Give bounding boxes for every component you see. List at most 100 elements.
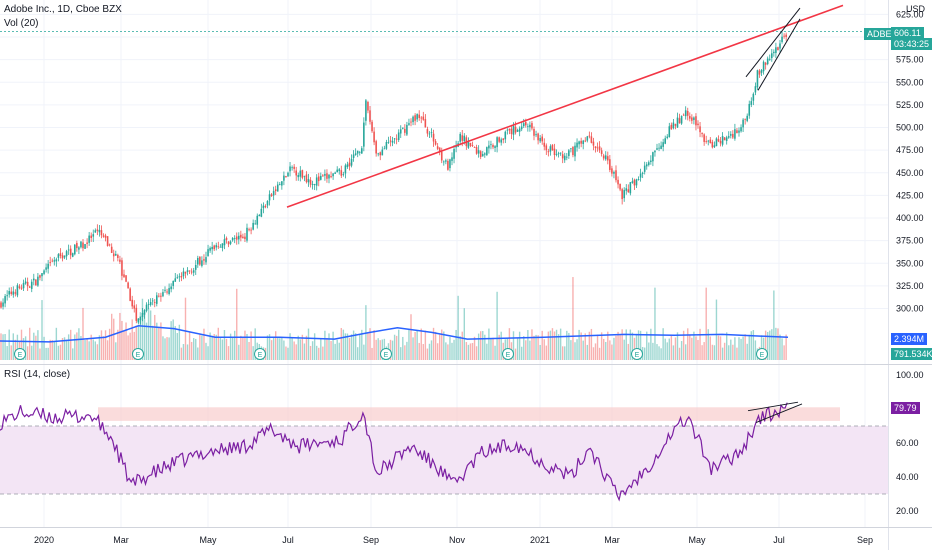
volume-bar (221, 339, 224, 360)
candle-body (397, 132, 400, 140)
candle-body (285, 176, 287, 178)
volume-bar (697, 340, 699, 360)
candle-body (572, 146, 574, 156)
candle-body (119, 259, 121, 262)
candle-body (24, 281, 27, 284)
candle-body (658, 147, 660, 149)
volume-bar (428, 343, 431, 360)
candle-body (233, 238, 236, 239)
candle-body (92, 234, 95, 237)
candle-body (203, 259, 205, 261)
candle-body (369, 110, 371, 122)
candle-body (717, 139, 720, 142)
volume-bar (10, 345, 12, 360)
volume-bar (346, 333, 349, 360)
volume-bar (193, 338, 195, 360)
volume-bar (676, 332, 679, 360)
candle-body (270, 194, 273, 197)
candle-body (447, 160, 449, 170)
candle-body (6, 295, 8, 297)
candle-body (535, 134, 537, 136)
candle-body (57, 254, 60, 258)
candle-body (434, 141, 437, 145)
volume-bar (748, 334, 750, 360)
candle-body (744, 118, 746, 120)
candle-body (758, 70, 761, 75)
volume-bar (248, 342, 250, 360)
volume-bar (469, 343, 472, 360)
candle-body (151, 300, 154, 302)
candle-body (381, 149, 384, 156)
volume-bar (229, 333, 232, 360)
volume-bar (734, 337, 736, 360)
volume-bar (33, 332, 35, 360)
candle-body (276, 184, 279, 192)
volume-bar (564, 346, 566, 360)
volume-bar (773, 290, 775, 360)
candle-body (680, 116, 683, 124)
volume-bar (451, 342, 453, 360)
volume-bar (703, 342, 705, 360)
candle-body (12, 291, 15, 295)
rsi-tag: 79.79 (891, 402, 920, 414)
earnings-marker (254, 348, 266, 360)
ticker-tag: ADBE (864, 28, 895, 40)
volume-bar (59, 344, 62, 360)
time-tick-label: 2020 (34, 535, 54, 545)
volume-bar (375, 339, 377, 360)
candle-body (613, 171, 615, 174)
volume-bar (754, 340, 757, 360)
candle-body (207, 249, 209, 257)
volume-bar (508, 328, 511, 360)
symbol-title[interactable]: Adobe Inc., 1D, Cboe BZX (4, 4, 122, 15)
price-tick-label: 300.00 (896, 304, 924, 314)
candle-body (266, 201, 269, 206)
candle-body (260, 208, 263, 217)
volume-bar (24, 336, 27, 360)
volume-bar (361, 329, 363, 360)
candle-body (186, 270, 189, 272)
candle-body (529, 124, 531, 128)
candle-body (602, 155, 605, 159)
candle-body (414, 115, 416, 121)
earnings-marker (380, 348, 392, 360)
candle-body (108, 244, 111, 246)
volume-bar (512, 331, 515, 360)
volume-bar (162, 336, 164, 360)
candle-body (598, 146, 601, 151)
volume-bar (313, 333, 316, 360)
candle-body (486, 147, 488, 156)
volume-bar (721, 347, 724, 360)
volume-bar (338, 342, 340, 360)
candle-body (254, 223, 256, 225)
candle-body (734, 129, 736, 139)
volume-bar (152, 325, 154, 360)
candle-body (164, 289, 166, 291)
volume-bar (771, 329, 773, 360)
volume-bar (742, 336, 744, 360)
earnings-marker (132, 348, 144, 360)
price-tick-label: 575.00 (896, 55, 924, 65)
time-tick-label: 2021 (530, 535, 550, 545)
candle-body (65, 251, 68, 257)
volume-bar (783, 345, 785, 360)
volume-bar (65, 339, 68, 360)
volume-title[interactable]: Vol (20) (4, 18, 39, 29)
volume-bar (238, 344, 240, 360)
candle-body (297, 175, 300, 178)
candle-body (676, 117, 679, 128)
candle-body (531, 123, 533, 129)
volume-bar (543, 339, 545, 360)
volume-bar (685, 344, 687, 360)
candle-body (395, 138, 398, 140)
volume-bar (463, 308, 465, 360)
volume-bar (31, 345, 33, 360)
candle-body (246, 227, 248, 241)
volume-bar (650, 328, 652, 360)
volume-bar (533, 335, 535, 360)
candle-body (139, 316, 142, 321)
candle-body (176, 277, 179, 279)
rsi-title[interactable]: RSI (14, close) (4, 369, 71, 380)
volume-bar (482, 330, 484, 360)
